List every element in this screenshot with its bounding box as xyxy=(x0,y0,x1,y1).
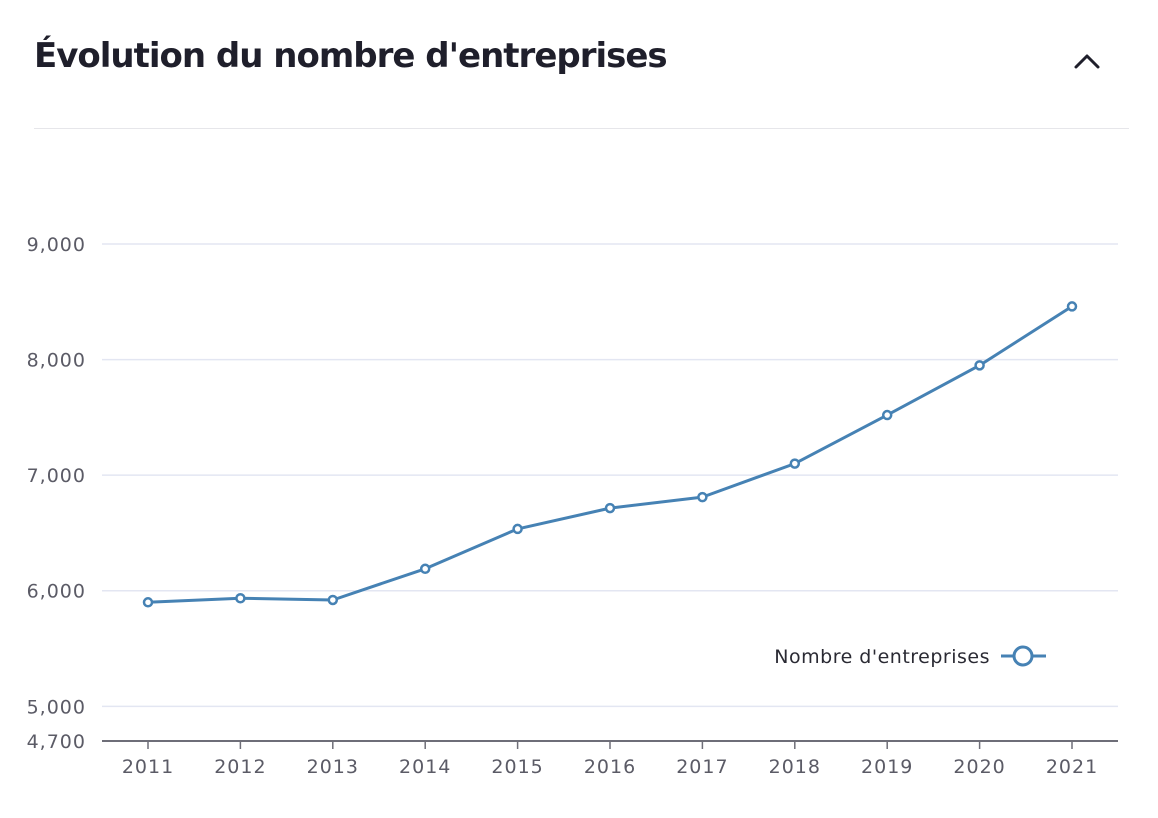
data-point xyxy=(327,594,339,606)
data-point xyxy=(1066,301,1078,312)
x-tick-label: 2018 xyxy=(769,756,821,778)
x-tick-label: 2017 xyxy=(676,756,728,778)
data-point xyxy=(881,409,893,421)
x-tick-label: 2011 xyxy=(122,756,174,778)
x-tick-label: 2015 xyxy=(491,756,543,778)
x-tick-label: 2019 xyxy=(861,756,913,778)
y-tick-label: 7,000 xyxy=(27,465,86,487)
data-point xyxy=(697,491,708,503)
series-line xyxy=(147,305,1073,604)
data-point xyxy=(604,502,616,514)
x-tick-label: 2013 xyxy=(307,756,359,778)
x-tick-label: 2020 xyxy=(953,756,1005,778)
chevron-up-icon xyxy=(1074,54,1100,69)
x-tick-label: 2021 xyxy=(1046,756,1098,778)
collapse-button[interactable] xyxy=(1069,44,1105,80)
legend-marker-icon xyxy=(1012,645,1034,667)
y-tick-label: 6,000 xyxy=(27,581,86,603)
data-point xyxy=(419,563,431,575)
chart-title: Évolution du nombre d'entreprises xyxy=(34,36,668,76)
y-tick-label: 5,000 xyxy=(27,696,86,718)
y-tick-label: 8,000 xyxy=(27,350,86,372)
card-header: Évolution du nombre d'entreprises xyxy=(34,34,1129,84)
y-tick-label: 9,000 xyxy=(27,234,86,256)
data-point xyxy=(974,360,985,371)
y-tick-label: 4,700 xyxy=(27,731,86,753)
x-tick-label: 2016 xyxy=(584,756,636,778)
data-point xyxy=(512,523,523,535)
data-point xyxy=(142,597,154,608)
legend-label: Nombre d'entreprises xyxy=(774,646,990,668)
data-point xyxy=(235,593,246,604)
data-point xyxy=(789,458,801,469)
header-divider xyxy=(34,128,1129,129)
x-tick-label: 2014 xyxy=(399,756,451,778)
x-tick-label: 2012 xyxy=(214,756,266,778)
